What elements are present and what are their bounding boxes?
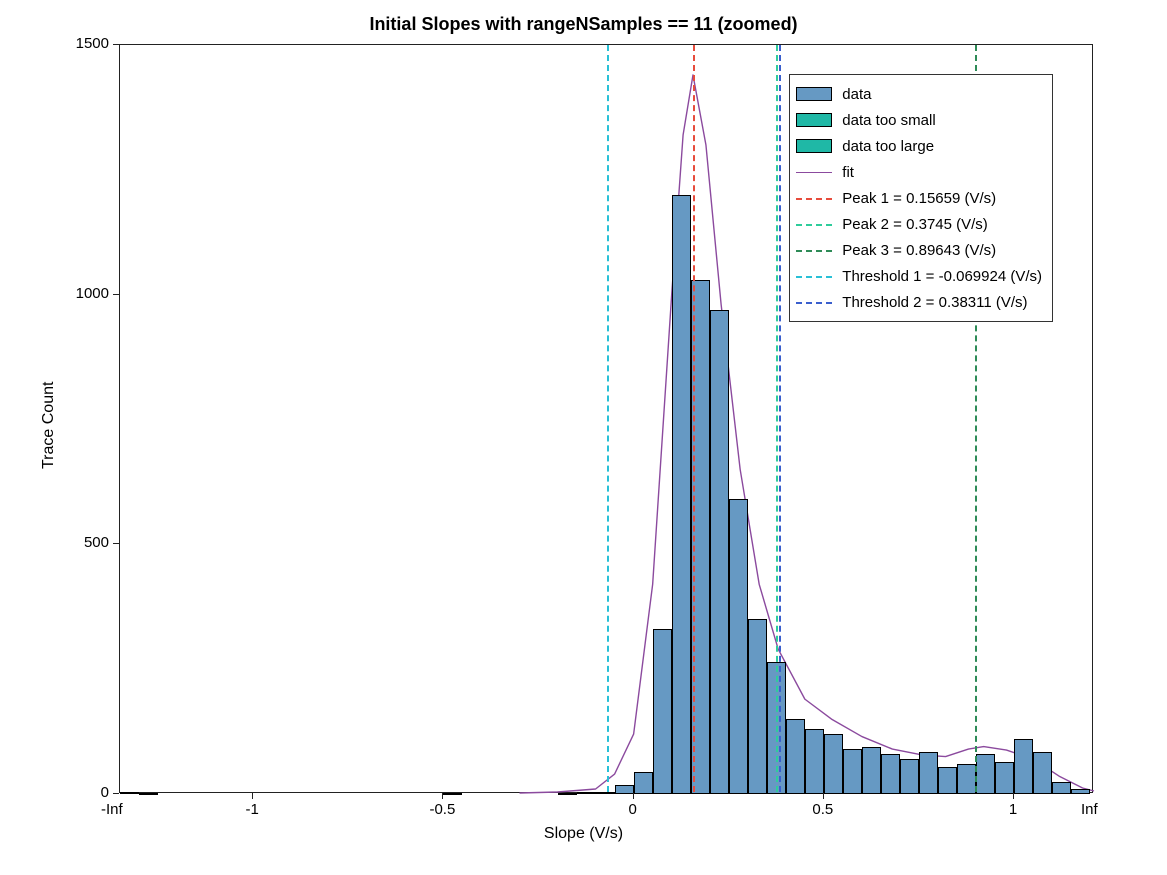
histogram-bar: [862, 747, 881, 794]
peak-1-vline: [693, 45, 695, 792]
legend-label: Threshold 2 = 0.38311 (V/s): [842, 294, 1027, 311]
histogram-bar: [748, 619, 767, 794]
y-tick-label: 1000: [76, 285, 109, 302]
x-tick-mark: [252, 793, 253, 799]
legend-item: Peak 3 = 0.89643 (V/s): [796, 237, 1042, 263]
legend-label: Threshold 1 = -0.069924 (V/s): [842, 268, 1042, 285]
x-tick-mark: [633, 793, 634, 799]
x-tick-label: -1: [232, 801, 272, 818]
legend-swatch: [796, 243, 832, 257]
histogram-bar: [824, 734, 843, 794]
legend-item: data too small: [796, 107, 1042, 133]
x-tick-label-pos-inf: Inf: [1081, 801, 1098, 818]
y-tick-mark: [113, 44, 119, 45]
histogram-bar: [1071, 789, 1090, 794]
histogram-bar: [938, 767, 957, 794]
legend-swatch: [796, 165, 832, 179]
peak-2-vline: [776, 45, 778, 792]
histogram-bar: [786, 719, 805, 794]
legend-swatch: [796, 113, 832, 127]
y-tick-label: 500: [84, 534, 109, 551]
legend-label: Peak 3 = 0.89643 (V/s): [842, 242, 996, 259]
histogram-bar: [995, 762, 1014, 794]
histogram-bar: [843, 749, 862, 794]
legend-item: data: [796, 81, 1042, 107]
histogram-bar: [881, 754, 900, 794]
y-tick-mark: [113, 793, 119, 794]
legend-label: Peak 2 = 0.3745 (V/s): [842, 216, 988, 233]
legend-swatch: [796, 191, 832, 205]
y-tick-mark: [113, 294, 119, 295]
histogram-bar: [900, 759, 919, 794]
histogram-bar: [1052, 782, 1071, 794]
legend: data data too small data too large fit Peak …: [789, 74, 1053, 322]
histogram-bar: [919, 752, 938, 794]
x-tick-mark: [442, 793, 443, 799]
histogram-bar: [443, 793, 462, 795]
y-tick-mark: [113, 543, 119, 544]
x-tick-label: 0: [613, 801, 653, 818]
legend-swatch: [796, 269, 832, 283]
histogram-bar: [1014, 739, 1033, 794]
legend-label: data: [842, 86, 871, 103]
histogram-bar: [710, 310, 729, 794]
x-tick-label: -0.5: [422, 801, 462, 818]
legend-swatch: [796, 139, 832, 153]
histogram-bar: [615, 785, 634, 794]
histogram-bar: [976, 754, 995, 794]
histogram-bar: [672, 195, 691, 794]
x-tick-label-neg-inf: -Inf: [101, 801, 123, 818]
legend-label: data too large: [842, 138, 934, 155]
histogram-bar: [634, 772, 653, 794]
histogram-bar: [558, 793, 577, 795]
histogram-bar: [729, 499, 748, 794]
legend-swatch: [796, 217, 832, 231]
histogram-bar: [1033, 752, 1052, 794]
histogram-bar: [805, 729, 824, 794]
histogram-bar: [653, 629, 672, 794]
legend-item: Threshold 2 = 0.38311 (V/s): [796, 289, 1042, 315]
legend-swatch: [796, 295, 832, 309]
histogram-bar: [577, 792, 596, 794]
legend-item: Peak 1 = 0.15659 (V/s): [796, 185, 1042, 211]
x-tick-label: 0.5: [803, 801, 843, 818]
y-tick-label: 1500: [76, 35, 109, 52]
legend-label: data too small: [842, 112, 935, 129]
histogram-bar: [596, 792, 615, 794]
y-tick-label: 0: [101, 784, 109, 801]
legend-label: fit: [842, 164, 854, 181]
threshold-1-vline: [607, 45, 609, 792]
histogram-bar: [957, 764, 976, 794]
x-tick-mark: [823, 793, 824, 799]
x-axis-label: Slope (V/s): [0, 825, 1167, 843]
y-axis-label: Trace Count: [40, 381, 58, 468]
histogram-chart: Initial Slopes with rangeNSamples == 11 …: [0, 0, 1167, 875]
x-tick-mark: [1013, 793, 1014, 799]
histogram-bar: [139, 793, 158, 795]
legend-item: fit: [796, 159, 1042, 185]
x-tick-label: 1: [993, 801, 1033, 818]
legend-item: data too large: [796, 133, 1042, 159]
legend-item: Threshold 1 = -0.069924 (V/s): [796, 263, 1042, 289]
legend-label: Peak 1 = 0.15659 (V/s): [842, 190, 996, 207]
legend-item: Peak 2 = 0.3745 (V/s): [796, 211, 1042, 237]
histogram-bar: [120, 792, 139, 794]
threshold-2-vline: [779, 45, 781, 792]
chart-title: Initial Slopes with rangeNSamples == 11 …: [0, 14, 1167, 35]
legend-swatch: [796, 87, 832, 101]
